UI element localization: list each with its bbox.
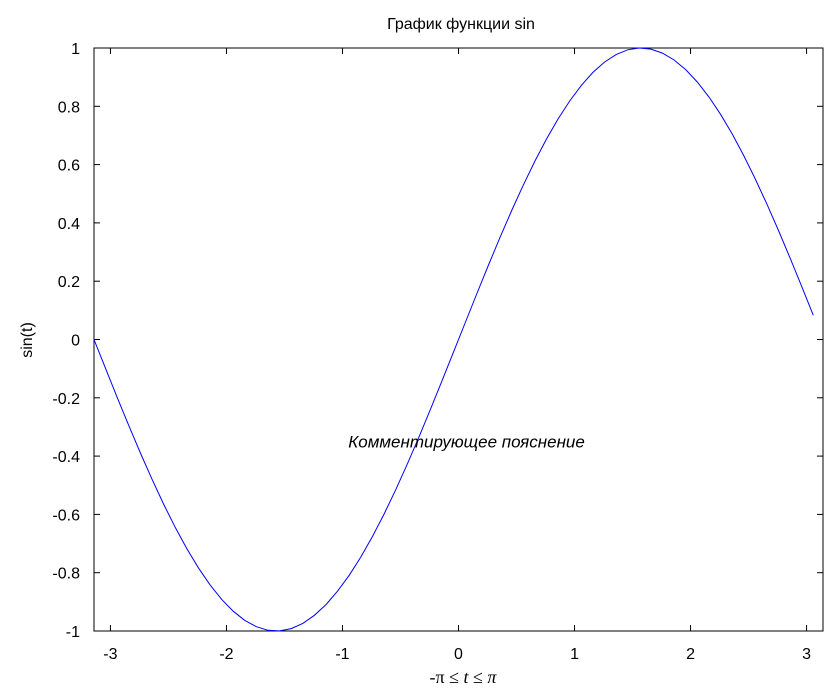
- x-label-le-1: ≤: [445, 667, 464, 687]
- x-tick-labels: -3 -2 -1 0 1 2 3: [103, 646, 811, 663]
- plot-area: [93, 47, 824, 632]
- x-label-le-2: ≤: [469, 667, 488, 687]
- x-tick-label: 3: [802, 646, 811, 663]
- y-tick-label: -0.6: [52, 507, 80, 524]
- y-tick-labels: -1 -0.8 -0.6 -0.4 -0.2 0 0.2 0.4 0.6 0.8 1: [52, 41, 80, 641]
- y-tick-label: 0.6: [58, 158, 80, 175]
- y-tick-label: 0.8: [58, 99, 80, 116]
- y-axis-label: sin(t): [19, 322, 36, 358]
- y-tick-label: 1: [71, 41, 80, 58]
- y-tick-label: 0.4: [58, 216, 80, 233]
- axis-ticks: [94, 47, 823, 632]
- y-tick-label: 0: [71, 333, 80, 350]
- y-tick-label: -1: [66, 624, 80, 641]
- x-tick-label: -2: [219, 646, 233, 663]
- y-tick-label: -0.2: [52, 391, 80, 408]
- x-tick-label: -3: [103, 646, 117, 663]
- x-tick-label: 0: [454, 646, 463, 663]
- x-axis-label: -π ≤ t ≤ π: [430, 667, 498, 687]
- y-tick-label: -0.4: [52, 449, 80, 466]
- y-tick-label: 0.2: [58, 274, 80, 291]
- chart-title: График функции sin: [387, 16, 535, 33]
- x-tick-label: 1: [570, 646, 579, 663]
- y-tick-label: -0.8: [52, 566, 80, 583]
- x-tick-label: -1: [335, 646, 349, 663]
- x-label-pi-max: π: [487, 667, 497, 687]
- sine-series-line: [93, 47, 814, 632]
- annotation-text: Комментирующее пояснение: [348, 433, 585, 452]
- x-label-pi-min: -π: [430, 667, 445, 687]
- x-label-var: t: [464, 667, 470, 687]
- x-tick-label: 2: [686, 646, 695, 663]
